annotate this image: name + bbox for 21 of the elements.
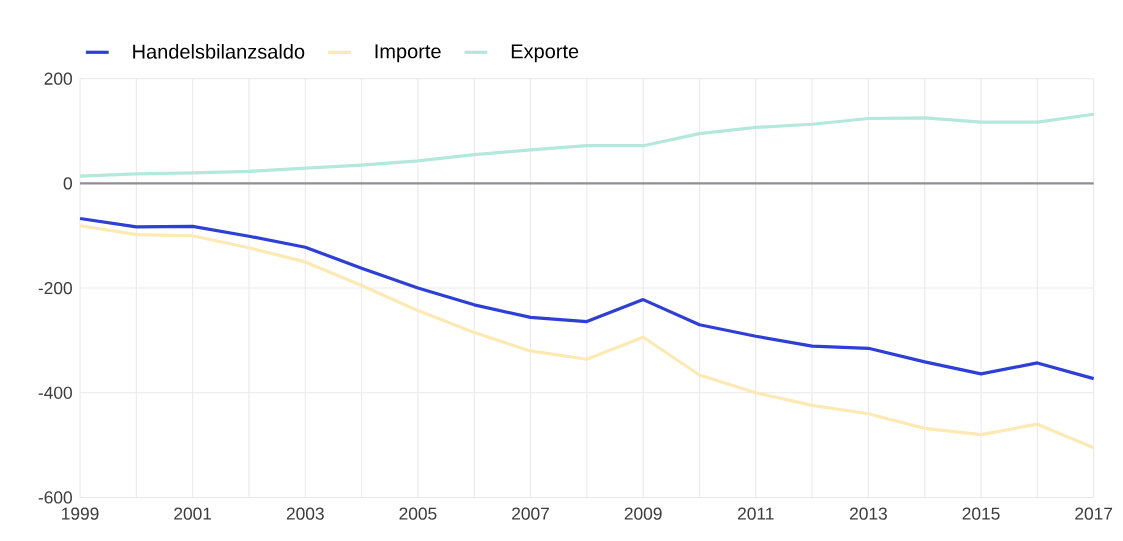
y-tick-label: -200 (38, 281, 72, 294)
line-series (78, 216, 1096, 381)
y-tick-label: -400 (38, 386, 72, 399)
legend-label: Importe (375, 44, 441, 63)
x-tick-label: 2005 (399, 507, 437, 520)
x-tick-label: 2003 (286, 507, 324, 520)
legend-label: Exporte (511, 44, 579, 63)
y-tick-label: -600 (38, 491, 72, 504)
x-tick-label: 2017 (1075, 507, 1113, 520)
x-tick-label: 2001 (174, 507, 212, 520)
x-tick-label: 2009 (624, 507, 662, 520)
x-tick-label: 2011 (738, 507, 774, 520)
x-tick-label: 2013 (850, 507, 887, 520)
line-series (78, 223, 1096, 450)
x-tick-label: 2015 (962, 507, 1000, 520)
line-series (78, 112, 1096, 178)
y-tick-label: 200 (44, 72, 72, 85)
legend-label: Handelsbilanzsaldo (133, 43, 305, 59)
y-tick-label: 0 (63, 177, 72, 190)
x-tick-label: 2007 (512, 507, 549, 520)
x-tick-label: 1999 (62, 507, 99, 520)
